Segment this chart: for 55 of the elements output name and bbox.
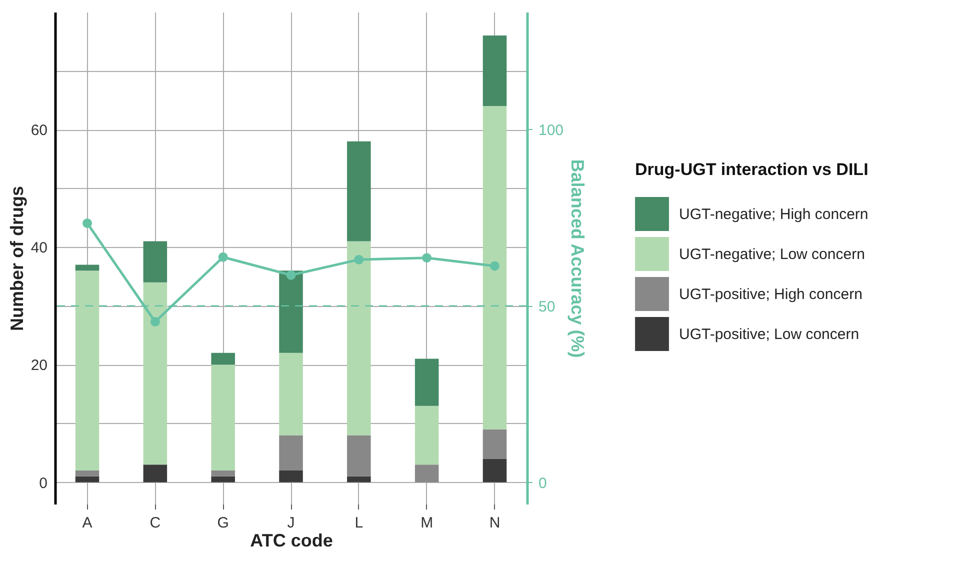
bar	[482, 429, 507, 459]
bar	[75, 470, 100, 476]
y-tick-label: 40	[30, 240, 48, 257]
y2-axis-title: Balanced Accuracy (%)	[568, 159, 588, 358]
bar	[211, 476, 235, 482]
x-tick-label: M	[420, 514, 434, 532]
bar	[482, 106, 507, 430]
y2-tick-label: 50	[538, 298, 556, 316]
bar	[414, 358, 439, 406]
x-tick-label: N	[489, 514, 500, 532]
bar	[347, 476, 371, 482]
x-tick-label: L	[354, 514, 364, 532]
y-tick-label: 60	[30, 122, 48, 140]
point	[422, 253, 432, 263]
bar	[414, 406, 439, 465]
legend-label: UGT-negative; High concern	[679, 206, 868, 223]
bar	[414, 464, 439, 482]
point	[218, 252, 228, 262]
legend-label: UGT-negative; Low concern	[679, 246, 865, 263]
x-axis-title: ATC code	[250, 530, 333, 550]
bar	[279, 435, 303, 470]
y-axis-title: Number of drugs	[6, 186, 27, 332]
bar	[75, 270, 100, 470]
bar	[211, 352, 235, 365]
x-tick-label: C	[150, 514, 161, 532]
bar	[279, 352, 303, 436]
bar	[482, 458, 507, 482]
y2-tick-label: 0	[538, 474, 547, 492]
bar	[75, 476, 100, 482]
legend-label: UGT-positive; High concern	[679, 286, 862, 303]
legend-title: Drug-UGT interaction vs DILI	[635, 160, 868, 179]
point	[82, 218, 92, 228]
y2-tick-label: 100	[538, 122, 564, 139]
bar	[347, 435, 371, 476]
point	[286, 270, 296, 280]
bar	[143, 241, 168, 282]
bar	[75, 264, 100, 271]
point	[490, 261, 500, 271]
legend-label: UGT-positive; Low concern	[679, 326, 860, 343]
bar	[482, 36, 507, 106]
bar	[279, 270, 303, 353]
x-tick-label: G	[217, 514, 229, 532]
bar	[211, 470, 235, 476]
bar	[211, 364, 235, 470]
x-tick-label: J	[287, 514, 295, 532]
bar	[143, 282, 168, 465]
y-tick-label: 20	[30, 357, 48, 374]
bar	[347, 241, 371, 436]
point	[354, 254, 364, 264]
bar	[279, 470, 303, 482]
point	[150, 317, 160, 326]
y-tick-label: 0	[39, 474, 48, 492]
bar	[347, 141, 371, 242]
x-tick-label: A	[82, 514, 92, 532]
bar	[143, 464, 168, 482]
